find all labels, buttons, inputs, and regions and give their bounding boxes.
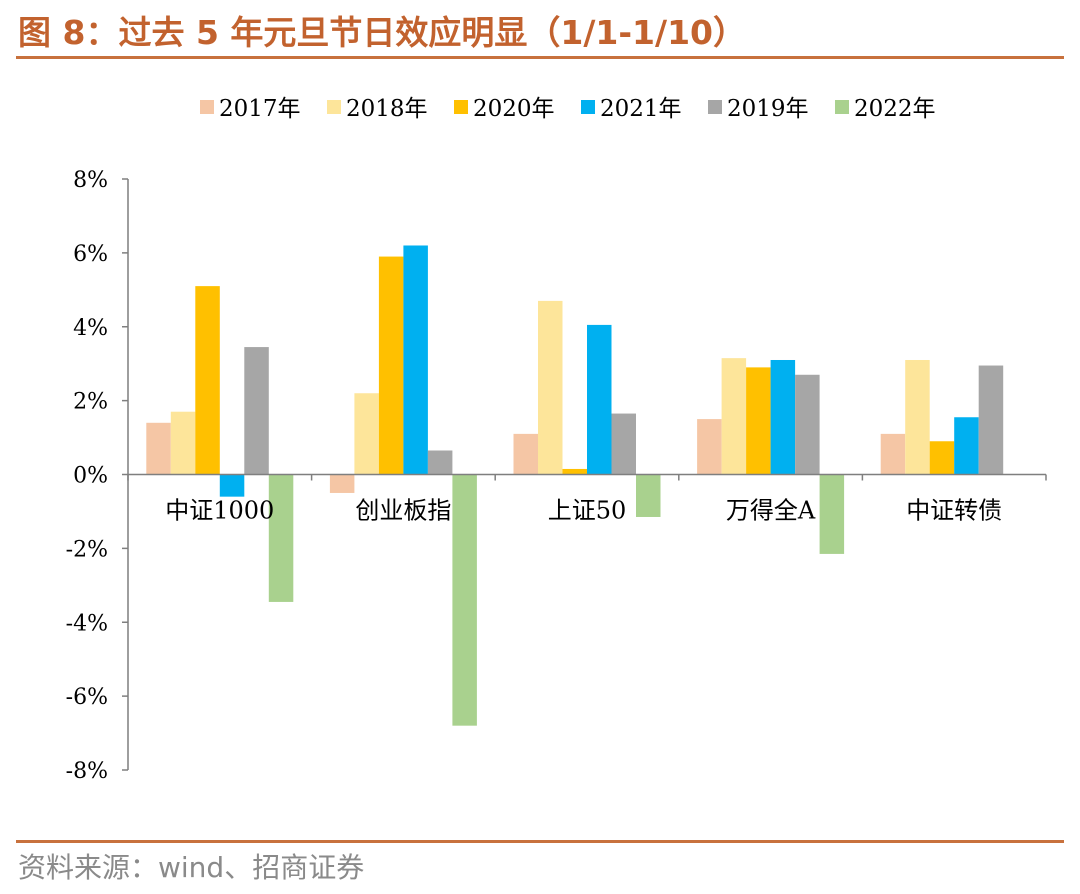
bar-2018年-中证1000: [170, 411, 196, 475]
bar-2018年-中证转债: [905, 359, 930, 475]
bar-2022年-创业板指: [452, 474, 477, 726]
legend-swatch-2017年: [200, 100, 214, 114]
bar-2019年-中证1000: [244, 347, 269, 475]
y-axis: -8% -6% -4% -2% 0% 2% 4% 6% 8%: [66, 168, 129, 784]
bar-2020年-中证1000: [195, 286, 220, 475]
legend-label: 2021年: [600, 96, 682, 122]
bar-2020年-万得全A: [746, 367, 771, 475]
legend-swatch-2022年: [835, 100, 849, 114]
bar-2020年-中证转债: [929, 441, 955, 475]
legend-swatch-2021年: [581, 100, 595, 114]
bar-2017年-万得全A: [697, 419, 722, 475]
bar-2017年-中证转债: [880, 433, 906, 475]
bar-2019年-中证转债: [978, 365, 1004, 475]
y-tick-label: 4%: [73, 316, 108, 341]
legend-label: 2017年: [219, 96, 301, 122]
bar-2018年-上证50: [538, 300, 563, 475]
legend: 2017年 2018年 2020年 2021年 2019年 2022年: [200, 96, 936, 122]
x-category-label: 万得全A: [726, 497, 816, 525]
bar-2021年-上证50: [587, 324, 612, 475]
y-tick-label: 0%: [73, 464, 108, 489]
bar-2022年-中证1000: [268, 474, 294, 602]
y-tick-label: 6%: [73, 242, 108, 267]
legend-swatch-2020年: [454, 100, 468, 114]
bar-2021年-万得全A: [770, 359, 796, 475]
x-category-label: 中证1000: [165, 497, 274, 525]
bar-2019年-上证50: [611, 413, 636, 475]
legend-label: 2020年: [473, 96, 555, 122]
legend-swatch-2018年: [327, 100, 341, 114]
bar-2021年-中证转债: [954, 417, 979, 475]
bars: [146, 245, 1004, 726]
y-tick-label: -8%: [66, 759, 108, 784]
y-tick-label: 2%: [73, 390, 108, 415]
y-tick-label: -6%: [66, 685, 108, 710]
bar-2017年-创业板指: [329, 474, 355, 493]
bar-2020年-创业板指: [378, 256, 404, 475]
x-axis: 中证1000 创业板指 上证50 万得全A 中证转债: [127, 473, 1047, 525]
x-category-label: 创业板指: [355, 497, 451, 525]
x-category-label: 中证转债: [906, 497, 1002, 525]
legend-label: 2019年: [727, 96, 809, 122]
y-tick-label: -2%: [66, 537, 108, 562]
source-divider: [16, 840, 1064, 843]
legend-label: 2022年: [854, 96, 936, 122]
bar-2021年-创业板指: [403, 245, 428, 475]
bar-2022年-上证50: [636, 474, 661, 517]
bar-2018年-万得全A: [721, 358, 747, 475]
figure-title: 图 8：过去 5 年元旦节日效应明显（1/1-1/10）: [18, 13, 746, 52]
bar-2017年-上证50: [513, 433, 538, 475]
bar-2022年-万得全A: [819, 474, 845, 554]
legend-swatch-2019年: [708, 100, 722, 114]
bar-2020年-上证50: [562, 468, 587, 475]
x-category-label: 上证50: [548, 497, 627, 525]
y-tick-label: -4%: [66, 611, 108, 636]
title-divider: [16, 56, 1064, 59]
y-tick-label: 8%: [73, 168, 108, 193]
bar-2019年-万得全A: [795, 374, 820, 475]
bar-2018年-创业板指: [354, 393, 379, 475]
bar-2017年-中证1000: [146, 422, 171, 475]
legend-label: 2018年: [346, 96, 428, 122]
bar-2019年-创业板指: [427, 450, 453, 475]
source-note: 资料来源：wind、招商证券: [18, 851, 365, 884]
bar-2021年-中证1000: [219, 474, 245, 497]
